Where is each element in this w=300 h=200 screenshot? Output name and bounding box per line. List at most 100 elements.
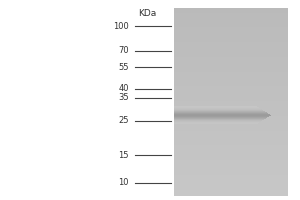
Bar	[174, 124, 288, 125]
Bar	[174, 108, 260, 109]
Bar	[174, 139, 288, 140]
Bar	[174, 73, 288, 74]
Bar	[174, 183, 288, 184]
Bar	[174, 72, 288, 73]
Bar	[174, 133, 288, 134]
Bar	[174, 120, 262, 121]
Bar	[174, 123, 257, 124]
Bar	[174, 80, 288, 81]
Bar	[174, 65, 288, 66]
Bar	[174, 51, 288, 52]
Bar	[174, 88, 288, 89]
Bar	[174, 55, 288, 56]
Bar	[174, 50, 288, 51]
Bar	[174, 112, 267, 113]
Bar	[174, 159, 288, 160]
Bar	[174, 22, 288, 23]
Bar	[174, 115, 271, 116]
Bar	[174, 52, 288, 53]
Bar	[174, 95, 288, 96]
Bar	[174, 169, 288, 170]
Bar	[174, 177, 288, 178]
Bar	[174, 106, 257, 107]
Bar	[174, 121, 261, 122]
Bar	[174, 148, 288, 149]
Bar	[174, 135, 288, 136]
Bar	[174, 167, 288, 168]
Bar	[174, 153, 288, 154]
Bar	[174, 186, 288, 187]
Bar	[174, 191, 288, 192]
Bar	[174, 16, 288, 17]
Bar	[174, 174, 288, 175]
Bar	[174, 105, 288, 106]
Bar	[174, 189, 288, 190]
Bar	[174, 97, 288, 98]
Bar	[174, 100, 288, 101]
Bar	[174, 106, 256, 107]
Bar	[174, 109, 262, 110]
Bar	[174, 120, 262, 121]
Bar	[174, 158, 288, 159]
Bar	[174, 120, 288, 121]
Bar	[174, 166, 288, 167]
Bar	[174, 156, 288, 157]
Bar	[174, 172, 288, 173]
Bar	[174, 112, 266, 113]
Bar	[174, 111, 265, 112]
Bar	[174, 96, 288, 97]
Bar	[174, 107, 288, 108]
Bar	[174, 176, 288, 177]
Bar	[174, 122, 288, 123]
Bar	[174, 117, 288, 118]
Bar	[174, 110, 288, 111]
Bar	[174, 164, 288, 165]
Bar	[174, 127, 288, 128]
Bar	[174, 84, 288, 85]
Bar	[174, 20, 288, 21]
Bar	[174, 60, 288, 61]
Bar	[174, 106, 257, 107]
Bar	[174, 116, 269, 117]
Bar	[174, 27, 288, 28]
Bar	[174, 114, 270, 115]
Bar	[174, 111, 288, 112]
Bar	[174, 45, 288, 46]
Bar	[174, 92, 288, 93]
Bar	[174, 109, 262, 110]
Bar	[174, 171, 288, 172]
Bar	[174, 11, 288, 12]
Bar	[174, 184, 288, 185]
Bar	[174, 178, 288, 179]
Bar	[174, 8, 288, 9]
Bar	[174, 23, 288, 24]
Bar	[174, 113, 268, 114]
Bar	[174, 62, 288, 63]
Bar	[174, 137, 288, 138]
Bar	[174, 121, 261, 122]
Bar	[174, 82, 288, 83]
Bar	[174, 37, 288, 38]
Bar	[174, 129, 288, 130]
Bar	[174, 40, 288, 41]
Bar	[174, 118, 266, 119]
Bar	[174, 15, 288, 16]
Bar	[174, 107, 258, 108]
Bar	[174, 117, 288, 118]
Bar	[174, 8, 288, 9]
Bar	[174, 110, 263, 111]
Bar	[174, 71, 288, 72]
Bar	[174, 113, 268, 114]
Bar	[174, 131, 288, 132]
Bar	[174, 143, 288, 144]
Bar	[174, 119, 264, 120]
Text: 55: 55	[118, 63, 129, 72]
Bar	[174, 119, 288, 120]
Bar	[174, 65, 288, 66]
Bar	[174, 24, 288, 25]
Bar	[174, 119, 288, 120]
Bar	[174, 123, 258, 124]
Text: 70: 70	[118, 46, 129, 55]
Bar	[174, 139, 288, 140]
Bar	[174, 114, 288, 115]
